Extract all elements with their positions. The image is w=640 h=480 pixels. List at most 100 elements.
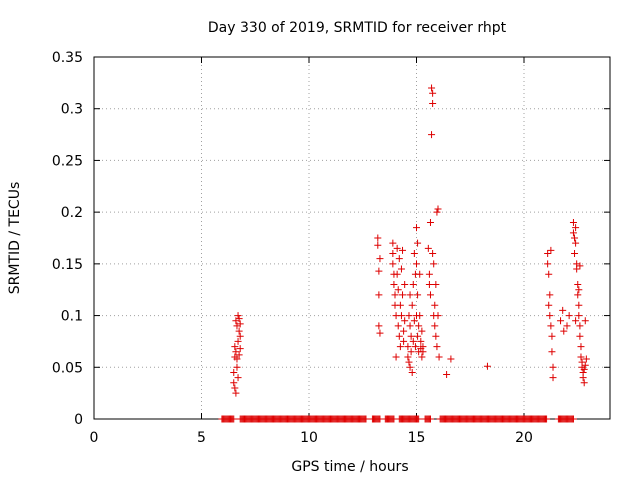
data-point — [392, 353, 400, 361]
data-point — [426, 218, 434, 226]
x-tick-labels: 0 5 10 15 20 — [90, 430, 533, 446]
x-tick-label: 20 — [515, 430, 533, 446]
data-point — [549, 374, 557, 382]
data-point — [565, 312, 573, 320]
data-point — [574, 291, 582, 299]
data-point — [232, 348, 240, 356]
data-point — [431, 322, 439, 330]
data-point — [414, 332, 422, 340]
x-tick-label: 10 — [300, 430, 318, 446]
data-point — [401, 317, 409, 325]
data-point — [394, 322, 402, 330]
data-point — [411, 343, 419, 351]
data-point — [577, 343, 585, 351]
y-tick-label: 0.35 — [52, 50, 83, 66]
data-point — [404, 343, 412, 351]
data-point — [559, 306, 567, 314]
data-point — [428, 131, 436, 139]
y-tick-labels: 0 0.05 0.1 0.15 0.2 0.25 0.3 0.35 — [52, 50, 83, 428]
data-point — [418, 353, 426, 361]
data-point — [416, 312, 424, 320]
data-point — [394, 286, 402, 294]
y-tick-label: 0.1 — [61, 309, 83, 325]
chart-title: Day 330 of 2019, SRMTID for receiver rhp… — [208, 20, 507, 36]
data-point — [406, 291, 414, 299]
data-point — [429, 100, 437, 108]
data-point — [376, 255, 384, 263]
data-point — [419, 343, 427, 351]
data-point — [408, 368, 416, 376]
axis-ticks — [93, 56, 610, 420]
data-point — [390, 281, 398, 289]
data-point — [375, 322, 383, 330]
data-point — [432, 332, 440, 340]
data-point — [545, 270, 553, 278]
data-point — [572, 224, 580, 232]
data-point — [426, 291, 434, 299]
data-point — [426, 415, 434, 423]
data-point — [230, 368, 238, 376]
y-axis-label: SRMTID / TECUs — [7, 182, 23, 295]
data-point — [397, 265, 405, 273]
data-point — [410, 250, 418, 258]
data-point — [408, 301, 416, 309]
data-point — [414, 291, 422, 299]
data-point — [483, 362, 491, 370]
y-tick-label: 0.15 — [52, 257, 83, 273]
data-point — [399, 291, 407, 299]
data-point — [375, 267, 383, 275]
data-point — [580, 379, 588, 387]
data-point — [569, 229, 577, 237]
data-point — [406, 322, 414, 330]
data-point — [234, 374, 242, 382]
data-point — [389, 250, 397, 258]
data-point — [362, 415, 370, 423]
y-tick-label: 0 — [74, 412, 83, 428]
data-point — [404, 353, 412, 361]
data-point — [546, 291, 554, 299]
data-point — [409, 337, 417, 345]
data-point — [236, 320, 244, 328]
data-point — [571, 250, 579, 258]
data-point — [389, 239, 397, 247]
data-point — [544, 250, 552, 258]
y-tick-label: 0.3 — [61, 102, 83, 118]
x-tick-label: 5 — [197, 430, 206, 446]
data-point — [546, 312, 554, 320]
data-point — [447, 355, 455, 363]
data-point — [405, 358, 413, 366]
data-point — [576, 332, 584, 340]
data-point — [576, 262, 584, 270]
data-point — [374, 241, 382, 249]
data-point — [425, 270, 433, 278]
data-point — [232, 389, 240, 397]
data-point — [396, 301, 404, 309]
data-point — [575, 312, 583, 320]
data-point — [391, 291, 399, 299]
data-point — [443, 371, 451, 379]
x-axis-label: GPS time / hours — [291, 459, 408, 475]
data-point — [236, 345, 244, 353]
data-point — [547, 246, 555, 254]
data-point — [579, 374, 587, 382]
data-point — [425, 281, 433, 289]
data-point — [563, 322, 571, 330]
data-point — [543, 415, 551, 423]
data-point — [413, 260, 420, 268]
data-point — [575, 286, 583, 294]
data-point — [433, 208, 441, 216]
data-point — [395, 332, 403, 340]
data-point — [424, 244, 432, 252]
data-point — [428, 84, 436, 92]
data-point — [547, 322, 555, 330]
data-point — [234, 312, 242, 320]
data-point — [230, 415, 238, 423]
data-point — [409, 281, 417, 289]
data-point — [545, 301, 553, 309]
data-points — [218, 84, 590, 423]
data-point — [399, 246, 407, 254]
data-point — [574, 281, 582, 289]
data-point — [557, 317, 565, 325]
data-point — [435, 353, 443, 361]
